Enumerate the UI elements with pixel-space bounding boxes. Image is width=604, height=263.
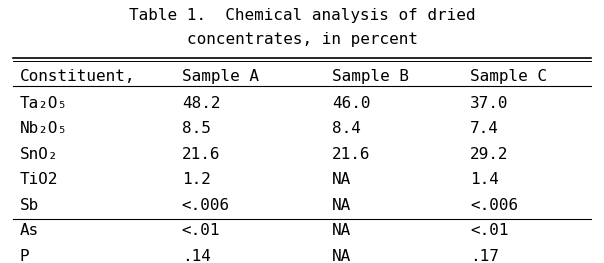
- Text: 46.0: 46.0: [332, 96, 371, 111]
- Text: Ta₂O₅: Ta₂O₅: [19, 96, 68, 111]
- Text: SnO₂: SnO₂: [19, 147, 58, 162]
- Text: .14: .14: [182, 249, 211, 263]
- Text: 1.2: 1.2: [182, 172, 211, 187]
- Text: Table 1.  Chemical analysis of dried: Table 1. Chemical analysis of dried: [129, 8, 475, 23]
- Text: <.01: <.01: [471, 223, 509, 238]
- Text: <.01: <.01: [182, 223, 220, 238]
- Text: Constituent,: Constituent,: [19, 69, 135, 84]
- Text: As: As: [19, 223, 39, 238]
- Text: Sample A: Sample A: [182, 69, 259, 84]
- Text: 7.4: 7.4: [471, 121, 500, 136]
- Text: NA: NA: [332, 223, 352, 238]
- Text: 1.4: 1.4: [471, 172, 500, 187]
- Text: 29.2: 29.2: [471, 147, 509, 162]
- Text: NA: NA: [332, 198, 352, 213]
- Text: Nb₂O₅: Nb₂O₅: [19, 121, 68, 136]
- Text: Sb: Sb: [19, 198, 39, 213]
- Text: <.006: <.006: [182, 198, 230, 213]
- Text: P: P: [19, 249, 29, 263]
- Text: TiO2: TiO2: [19, 172, 58, 187]
- Text: 48.2: 48.2: [182, 96, 220, 111]
- Text: <.006: <.006: [471, 198, 518, 213]
- Text: 8.5: 8.5: [182, 121, 211, 136]
- Text: 21.6: 21.6: [182, 147, 220, 162]
- Text: NA: NA: [332, 249, 352, 263]
- Text: 37.0: 37.0: [471, 96, 509, 111]
- Text: concentrates, in percent: concentrates, in percent: [187, 32, 417, 47]
- Text: 21.6: 21.6: [332, 147, 371, 162]
- Text: 8.4: 8.4: [332, 121, 361, 136]
- Text: .17: .17: [471, 249, 500, 263]
- Text: Sample C: Sample C: [471, 69, 547, 84]
- Text: NA: NA: [332, 172, 352, 187]
- Text: Sample B: Sample B: [332, 69, 409, 84]
